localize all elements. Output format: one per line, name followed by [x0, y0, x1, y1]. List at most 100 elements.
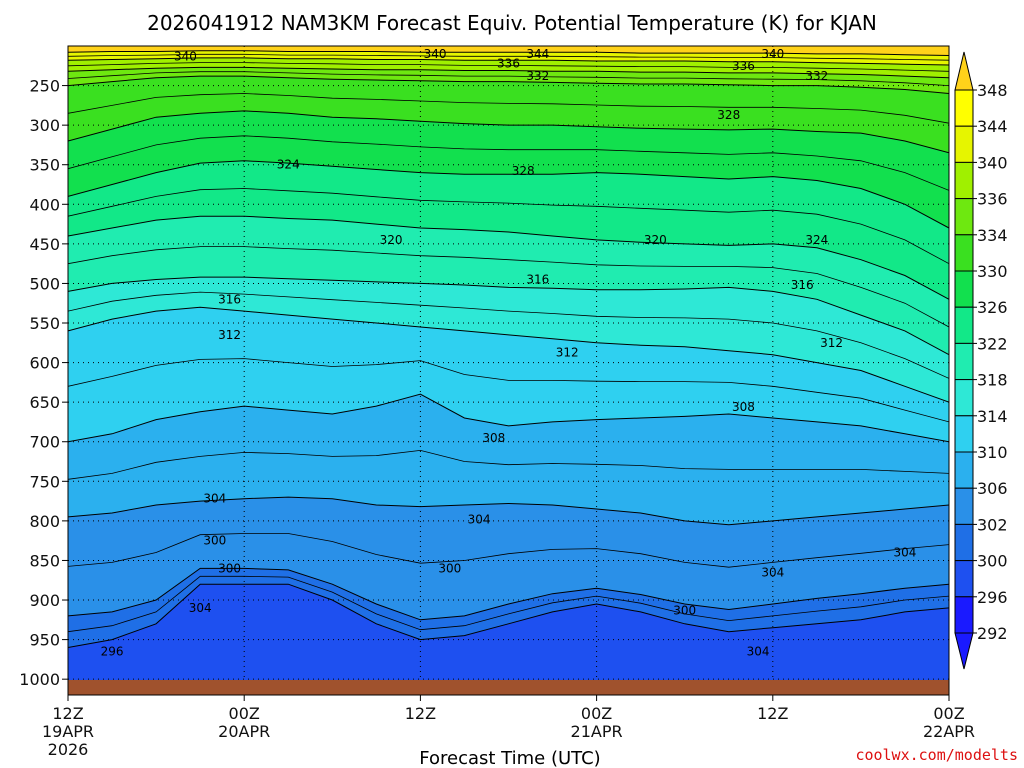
contour-label: 336: [732, 59, 755, 73]
y-tick-label: 650: [29, 393, 60, 412]
contour-label: 304: [747, 644, 770, 658]
colorbar-label: 306: [977, 479, 1008, 498]
contour-label: 316: [791, 278, 814, 292]
colorbar-label: 296: [977, 588, 1008, 607]
y-tick-label: 400: [29, 195, 60, 214]
contour-label: 320: [380, 233, 403, 247]
contour-line-344: [68, 50, 949, 56]
contour-lines: [68, 50, 949, 648]
x-tick-label: 00Z: [229, 704, 260, 723]
contour-line-mid: [68, 533, 949, 568]
colorbar-bottom-arrow: [954, 632, 974, 670]
contour-line-mid: [68, 62, 949, 72]
y-tick-label: 1000: [19, 670, 60, 689]
colorbar-swatch: [954, 198, 974, 236]
contour-line-mid: [68, 246, 949, 328]
y-tick-label: 800: [29, 512, 60, 531]
colorbar-swatch: [954, 306, 974, 344]
contour-label: 304: [189, 601, 212, 615]
x-tick-label: 12Z: [405, 704, 436, 723]
contour-label: 300: [218, 561, 241, 575]
contour-label: 324: [805, 233, 828, 247]
contour-label: 304: [761, 565, 784, 579]
colorbar-swatch: [954, 451, 974, 489]
y-tick-label: 500: [29, 274, 60, 293]
grid-lines: [68, 46, 949, 695]
contour-label: 304: [893, 546, 916, 560]
contour-line-mid: [68, 93, 949, 124]
y-tick-label: 900: [29, 591, 60, 610]
contour-label: 312: [218, 328, 241, 342]
colorbar-label: 322: [977, 334, 1008, 353]
colorbar-swatch: [954, 560, 974, 598]
contour-label: 300: [438, 561, 461, 575]
contour-label: 340: [174, 49, 197, 63]
contour-line-334: [68, 75, 949, 94]
colorbar-label: 318: [977, 371, 1008, 390]
x-axis-label: Forecast Time (UTC): [419, 748, 600, 768]
contour-line-mid: [68, 449, 949, 480]
colorbar-label: 348: [977, 81, 1008, 100]
y-tick-label: 350: [29, 156, 60, 175]
contour-line-300: [68, 583, 949, 648]
contour-line-mid: [68, 71, 949, 86]
contour-label: 344: [526, 47, 549, 61]
contour-label: 324: [277, 158, 300, 172]
contour-label: 332: [526, 69, 549, 83]
x-tick-label: 2026: [48, 740, 89, 759]
colorbar-swatch: [954, 125, 974, 163]
x-tick-label: 12Z: [757, 704, 788, 723]
colorbar-label: 334: [977, 226, 1008, 245]
colorbar-swatch: [954, 234, 974, 272]
contour-line-310: [68, 393, 949, 443]
colorbar-label: 310: [977, 443, 1008, 462]
colorbar-label: 300: [977, 552, 1008, 571]
contour-line-mid: [68, 188, 949, 265]
contour-label: 308: [482, 431, 505, 445]
y-tick-label: 300: [29, 116, 60, 135]
x-tick-label: 21APR: [571, 722, 623, 741]
colorbar-swatch: [954, 487, 974, 525]
colorbar-swatch: [954, 415, 974, 453]
contour-label: 328: [512, 164, 535, 178]
colorbar-swatch: [954, 596, 974, 634]
colorbar-label: 302: [977, 515, 1008, 534]
colorbar-label: 336: [977, 190, 1008, 209]
contour-bands: [68, 46, 949, 695]
colorbar-label: 326: [977, 298, 1008, 317]
contour-label: 312: [820, 336, 843, 350]
colorbar-label: 340: [977, 153, 1008, 172]
colorbar-label: 344: [977, 117, 1008, 136]
contour-line-340: [68, 57, 949, 66]
chart-title: 2026041912 NAM3KM Forecast Equiv. Potent…: [147, 11, 877, 35]
y-tick-label: 450: [29, 235, 60, 254]
credit-text: coolwx.com/modelts: [855, 746, 1018, 764]
x-tick-label: 19APR: [42, 722, 94, 741]
contour-line-306: [68, 496, 949, 526]
plot-frame: [67, 45, 950, 696]
contour-line-mid: [68, 53, 949, 61]
contour-label: 332: [805, 69, 828, 83]
contour-label: 300: [203, 534, 226, 548]
contour-line-326: [68, 160, 949, 229]
x-tick-label: 20APR: [218, 722, 270, 741]
y-tick-label: 950: [29, 631, 60, 650]
colorbar: 348 344 340 336 334 330 326 322 318 314 310 306 302 3…: [954, 51, 1008, 670]
colorbar-swatch: [954, 523, 974, 562]
contour-line-mid: [68, 575, 949, 633]
contour-label: 328: [717, 108, 740, 122]
x-tick-label: 00Z: [581, 704, 612, 723]
contour-label: 304: [203, 492, 226, 506]
colorbar-swatch: [954, 379, 974, 417]
x-tick-label: 12Z: [52, 704, 83, 723]
contour-label: 340: [424, 47, 447, 61]
y-tick-label: 700: [29, 433, 60, 452]
colorbar-top-arrow: [954, 51, 974, 91]
x-tick-label: 22APR: [923, 722, 975, 741]
contour-line-mid: [68, 135, 949, 191]
x-tick-label: 00Z: [933, 704, 964, 723]
contour-label: 296: [101, 644, 124, 658]
colorbar-swatch: [954, 342, 974, 381]
contour-line-314: [68, 306, 949, 403]
